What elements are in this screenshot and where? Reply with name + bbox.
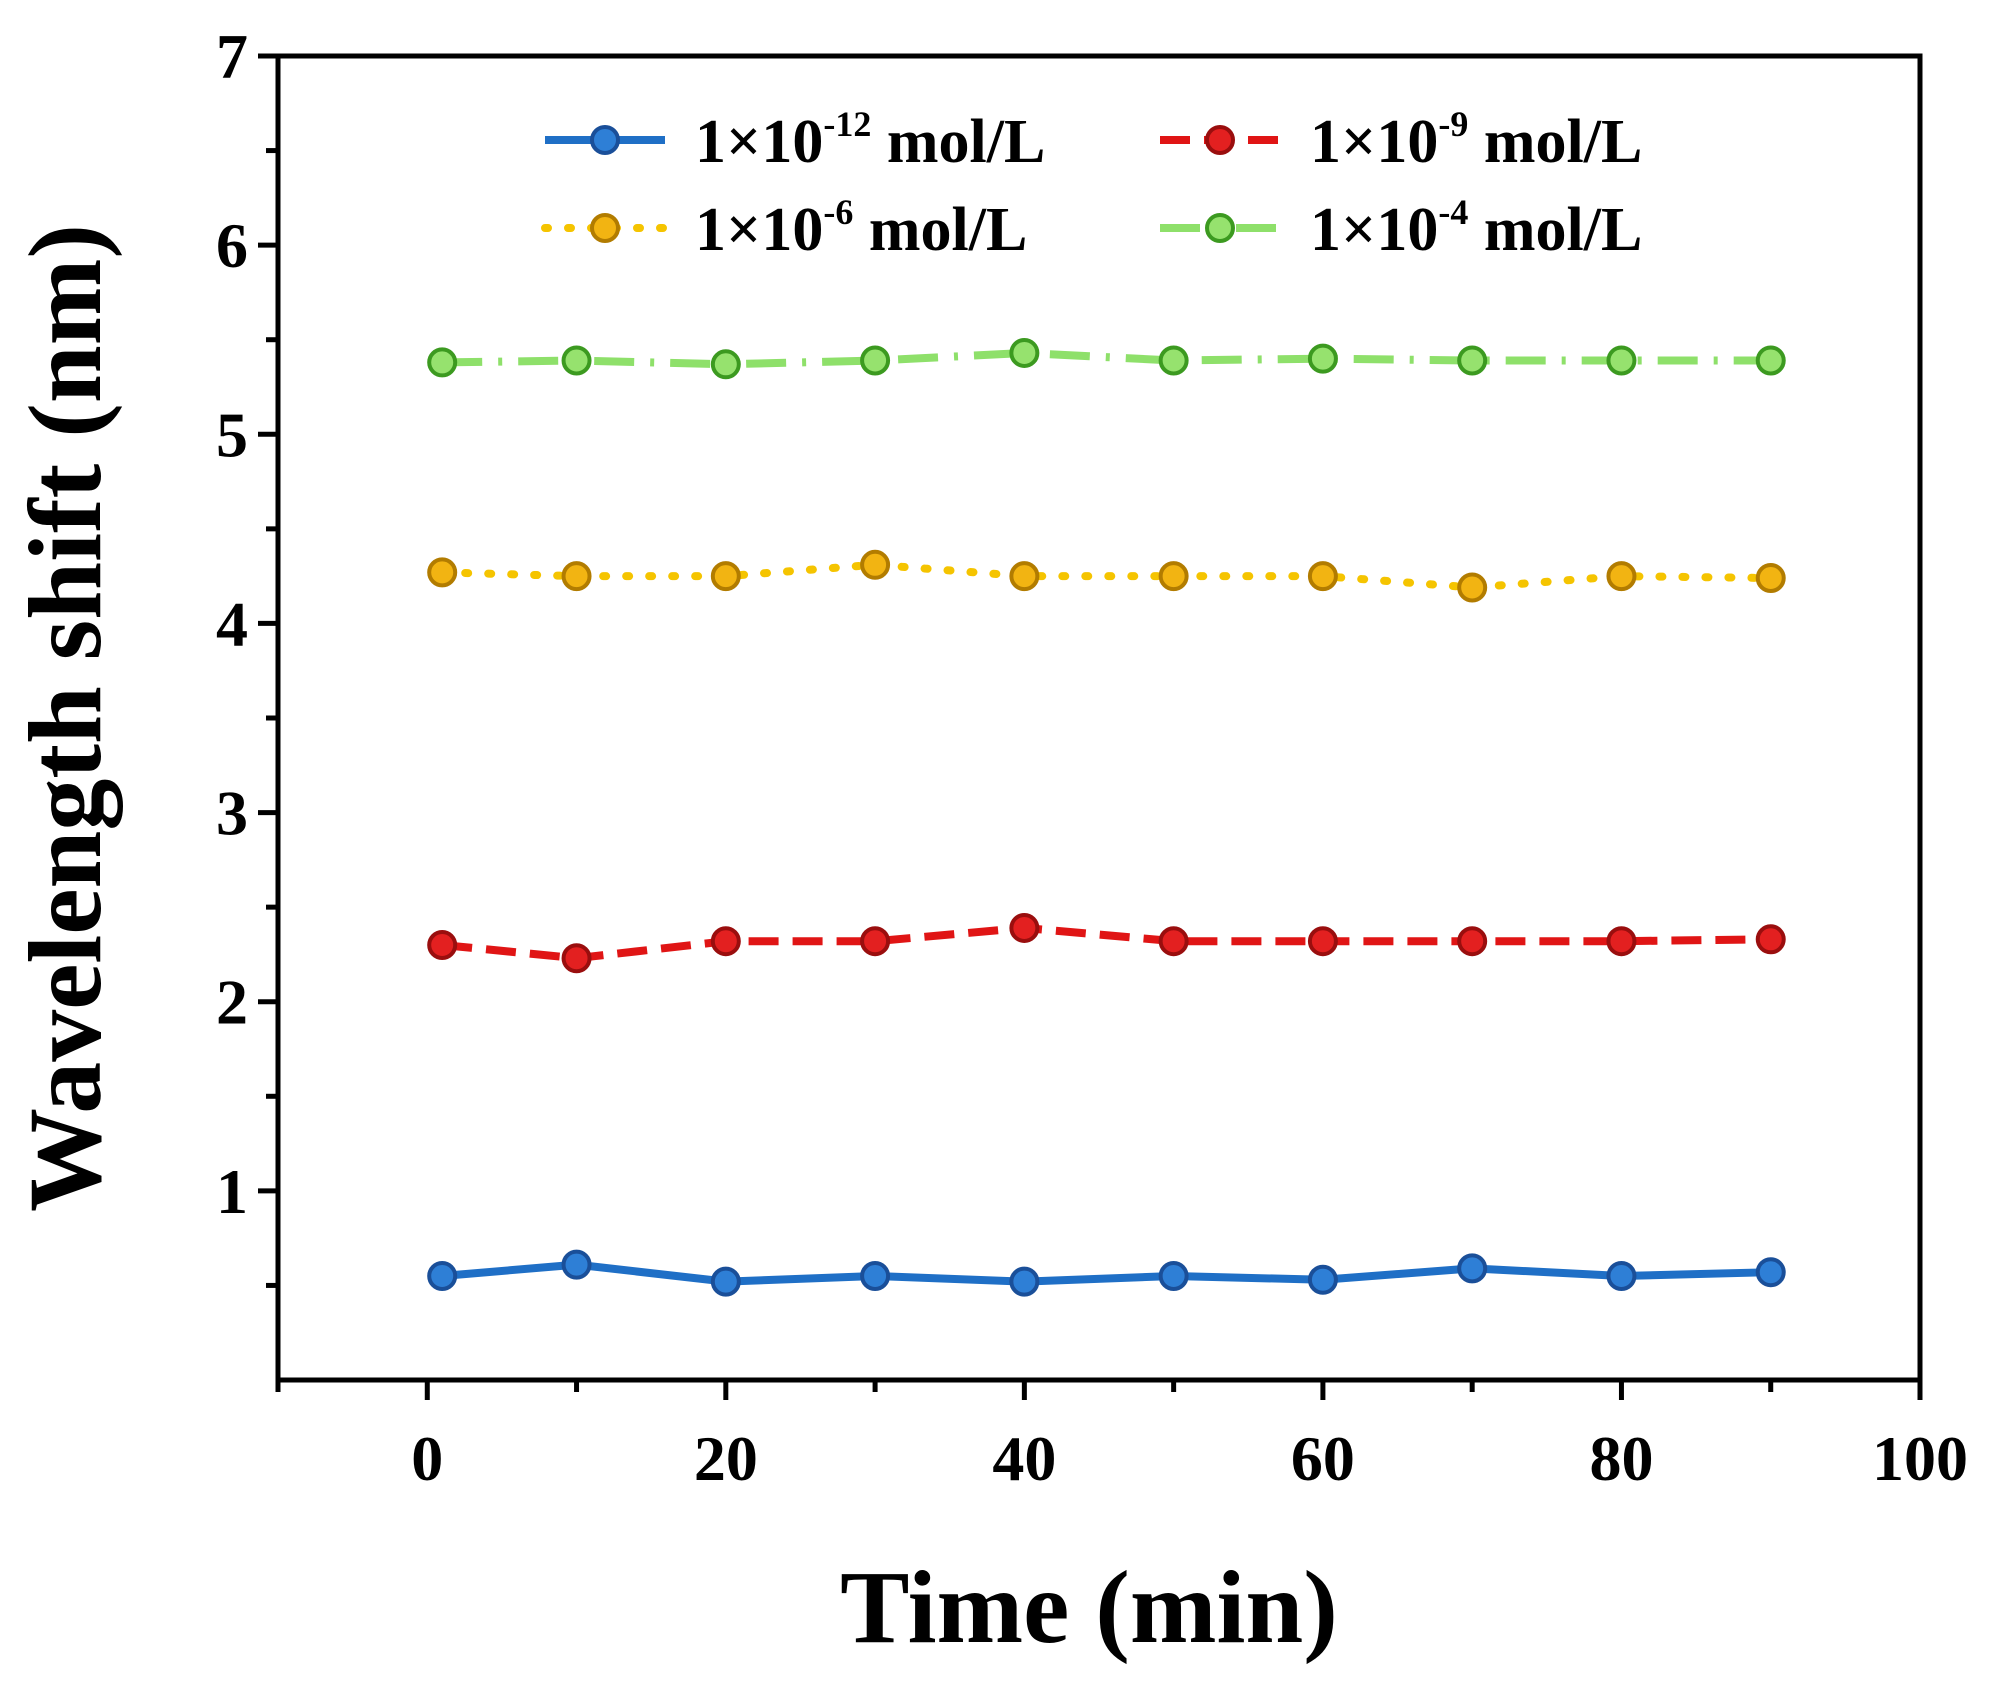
y-tick-label: 5 (216, 399, 248, 470)
data-point (1009, 1266, 1040, 1297)
legend-label-unit: mol/L (1468, 108, 1642, 176)
data-point (427, 557, 458, 588)
data-point (1606, 1260, 1637, 1291)
y-tick-label: 3 (216, 778, 248, 849)
data-point (710, 349, 741, 380)
y-tick-label: 6 (216, 210, 248, 281)
data-point (561, 561, 592, 592)
legend-label-unit: mol/L (871, 108, 1045, 176)
data-point (1755, 924, 1786, 955)
legend-label: 1×10-6 mol/L (695, 192, 1027, 264)
data-point (561, 943, 592, 974)
legend-label: 1×10-12 mol/L (695, 104, 1045, 176)
data-point (860, 926, 891, 957)
data-point (860, 549, 891, 580)
data-point (860, 345, 891, 376)
data-point (710, 561, 741, 592)
data-point (710, 926, 741, 957)
x-tick-label: 60 (1291, 1423, 1355, 1494)
data-point (1158, 1260, 1189, 1291)
plot-frame (275, 53, 1923, 1383)
data-point (427, 929, 458, 960)
legend-item: 1×10-9 mol/L (1160, 104, 1642, 176)
legend-item: 1×10-4 mol/L (1160, 192, 1642, 264)
data-point (561, 345, 592, 376)
x-tick-label: 20 (694, 1423, 758, 1494)
data-point (1606, 926, 1637, 957)
data-point (1009, 561, 1040, 592)
legend-item: 1×10-6 mol/L (541, 192, 1027, 264)
legend-marker (590, 125, 620, 155)
series-2 (427, 912, 1786, 974)
legend-marker (1205, 125, 1235, 155)
x-tick-label: 80 (1589, 1423, 1653, 1494)
data-point (1457, 345, 1488, 376)
data-point (427, 1260, 458, 1291)
series-3 (427, 549, 1786, 603)
data-point (1755, 345, 1786, 376)
data-point (561, 1249, 592, 1280)
data-point (1158, 561, 1189, 592)
data-point (1606, 345, 1637, 376)
y-axis-title: Wavelength shift (nm) (8, 224, 123, 1212)
legend-label-exponent: -6 (823, 192, 853, 232)
data-point (1307, 926, 1338, 957)
data-point (427, 347, 458, 378)
data-point (710, 1266, 741, 1297)
data-point (1307, 343, 1338, 374)
data-point (1457, 572, 1488, 603)
legend-label-base: 1×10 (695, 196, 823, 264)
x-axis-title: Time (min) (840, 1550, 1338, 1665)
legend-label-unit: mol/L (1468, 196, 1642, 264)
legend-marker (590, 213, 620, 243)
x-tick-label: 0 (411, 1423, 443, 1494)
y-tick-label: 1 (216, 1156, 248, 1227)
series-line (442, 348, 1771, 369)
data-point (1307, 561, 1338, 592)
legend-item: 1×10-12 mol/L (545, 104, 1045, 176)
data-point (1158, 345, 1189, 376)
data-point (1009, 912, 1040, 943)
legend-label: 1×10-9 mol/L (1310, 104, 1642, 176)
y-tick-label: 4 (216, 588, 248, 659)
series-line (441, 1260, 1771, 1286)
x-tick-label: 100 (1872, 1423, 1968, 1494)
data-point (1009, 337, 1040, 368)
data-point (860, 1260, 891, 1291)
series-1 (427, 1249, 1786, 1297)
legend-label-exponent: -12 (823, 104, 871, 144)
data-point (1158, 926, 1189, 957)
data-point (1457, 1253, 1488, 1284)
legend-marker (1205, 213, 1235, 243)
y-tick-label: 7 (216, 21, 248, 92)
data-point (1755, 563, 1786, 594)
legend-label-unit: mol/L (853, 196, 1027, 264)
legend-label-base: 1×10 (695, 108, 823, 176)
legend-label-base: 1×10 (1310, 108, 1438, 176)
data-point (1457, 926, 1488, 957)
x-tick-label: 40 (992, 1423, 1056, 1494)
data-point (1606, 561, 1637, 592)
data-point (1307, 1264, 1338, 1295)
legend-label-base: 1×10 (1310, 196, 1438, 264)
series-line (441, 923, 1771, 963)
legend-label: 1×10-4 mol/L (1310, 192, 1642, 264)
legend-label-exponent: -9 (1438, 104, 1468, 144)
series-4 (427, 337, 1786, 380)
series-line (438, 560, 1775, 592)
y-tick-label: 2 (216, 967, 248, 1038)
legend-label-exponent: -4 (1438, 192, 1468, 232)
data-point (1755, 1257, 1786, 1288)
